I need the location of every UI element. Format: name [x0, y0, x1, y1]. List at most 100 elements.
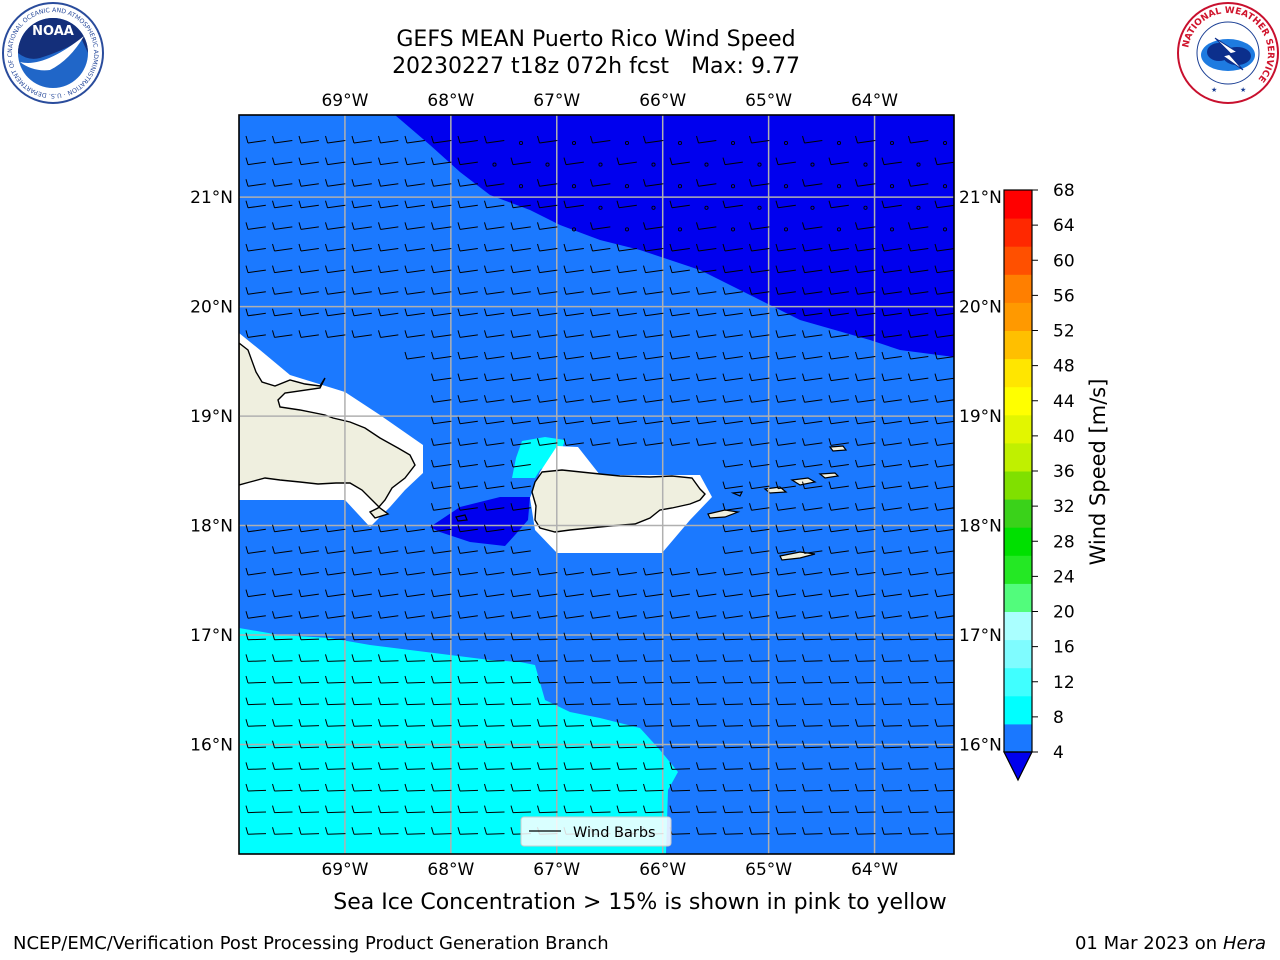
wind-barb — [881, 287, 902, 295]
wind-barb — [457, 805, 479, 814]
wind-barb — [351, 589, 372, 598]
wind-barb — [378, 762, 399, 770]
wind-barb — [457, 783, 479, 792]
wind-barb — [298, 654, 320, 662]
colorbar-segment — [1004, 330, 1032, 360]
wind-barb — [616, 416, 637, 425]
wind-barb — [749, 762, 770, 770]
wind-barb — [510, 373, 531, 382]
legend-label: Wind Barbs — [573, 825, 656, 841]
wind-barb — [404, 827, 426, 835]
wind-barb — [510, 546, 531, 554]
wind-barb — [669, 416, 690, 425]
wind-barb — [272, 243, 293, 252]
wind-barb — [749, 459, 770, 468]
wind-barb — [457, 524, 478, 533]
wind-barb — [881, 395, 902, 403]
wind-barb — [802, 351, 823, 360]
wind-barb — [245, 308, 266, 317]
wind-barb — [908, 179, 929, 187]
wind-barb — [431, 373, 452, 382]
wind-barb — [298, 719, 320, 727]
wind-barb — [828, 157, 849, 166]
wind-barb — [643, 805, 664, 814]
wind-barb — [245, 697, 267, 706]
wind-barb — [749, 805, 770, 814]
wind-barb — [351, 654, 373, 662]
wind-barb — [272, 524, 293, 533]
wind-barb — [802, 222, 823, 230]
wind-barb — [563, 740, 585, 749]
wind-barb — [272, 135, 293, 144]
wind-barb — [828, 827, 850, 835]
wind-barb — [510, 719, 532, 727]
wind-barb — [378, 567, 399, 576]
colorbar-tick-label: 52 — [1053, 322, 1075, 342]
wind-barb — [325, 524, 346, 533]
wind-barb — [881, 265, 902, 274]
colorbar-tick-label: 56 — [1053, 286, 1075, 306]
wind-barb — [669, 438, 690, 446]
wind-barb — [855, 135, 876, 144]
wind-barb — [484, 503, 505, 511]
wind-barb — [325, 308, 346, 317]
wind-barb — [431, 611, 452, 619]
wind-barb — [775, 416, 796, 425]
wind-barb — [563, 675, 585, 684]
lat-labels-left: 21°N 20°N 19°N 18°N 17°N 16°N — [190, 188, 233, 755]
wind-barb — [775, 395, 796, 403]
wind-barb — [881, 416, 902, 425]
wind-barb — [802, 524, 823, 533]
wind-barb — [881, 740, 903, 749]
wind-barb — [616, 783, 638, 792]
forecast-time-label: 20230227 t18z 072h fcst — [392, 54, 670, 79]
wind-barb — [245, 157, 266, 166]
wind-barb — [881, 438, 902, 446]
wind-barb — [908, 308, 929, 317]
wind-barb — [537, 265, 558, 274]
wind-barb — [855, 287, 876, 295]
footer-credit: NCEP/EMC/Verification Post Processing Pr… — [13, 933, 609, 954]
wind-barb — [881, 200, 902, 209]
wind-barb — [245, 135, 266, 144]
wind-barb — [510, 308, 531, 317]
lon-label: 67°W — [533, 860, 580, 880]
wind-barb — [749, 265, 770, 274]
wind-barb — [775, 740, 797, 749]
wind-barb — [537, 395, 558, 403]
wind-barb — [431, 740, 452, 749]
wind-barb — [696, 805, 717, 814]
wind-barb — [908, 135, 929, 144]
wind-barb — [457, 351, 478, 360]
wind-barb — [537, 351, 558, 360]
wind-barb — [298, 265, 319, 274]
wind-barb — [616, 265, 637, 274]
wind-barb — [722, 827, 744, 835]
lat-label: 21°N — [959, 188, 1002, 208]
wind-barb — [537, 632, 558, 641]
wind-barb — [934, 719, 954, 727]
wind-barb — [802, 330, 823, 338]
wind-barb — [908, 783, 929, 792]
wind-barb — [431, 481, 452, 490]
wind-barb — [934, 589, 954, 598]
wind-barb — [537, 654, 558, 662]
wind-barb — [616, 762, 638, 770]
wind-barb — [934, 740, 954, 749]
wind-barb — [696, 373, 717, 382]
colorbar — [1003, 189, 1033, 782]
wind-barb — [934, 438, 954, 446]
wind-barb — [775, 351, 796, 360]
wind-barb — [616, 740, 638, 749]
wind-barb — [696, 395, 717, 403]
wind-barb — [696, 265, 717, 274]
wind-barb — [537, 287, 558, 295]
wind-barb — [272, 308, 293, 317]
wind-barb — [881, 524, 902, 533]
wind-barb — [908, 524, 929, 533]
wind-barb — [616, 395, 637, 403]
wind-barb — [828, 330, 849, 338]
wind-barb — [616, 330, 637, 338]
wind-barb — [431, 308, 452, 317]
legend: Wind Barbs — [520, 816, 672, 847]
